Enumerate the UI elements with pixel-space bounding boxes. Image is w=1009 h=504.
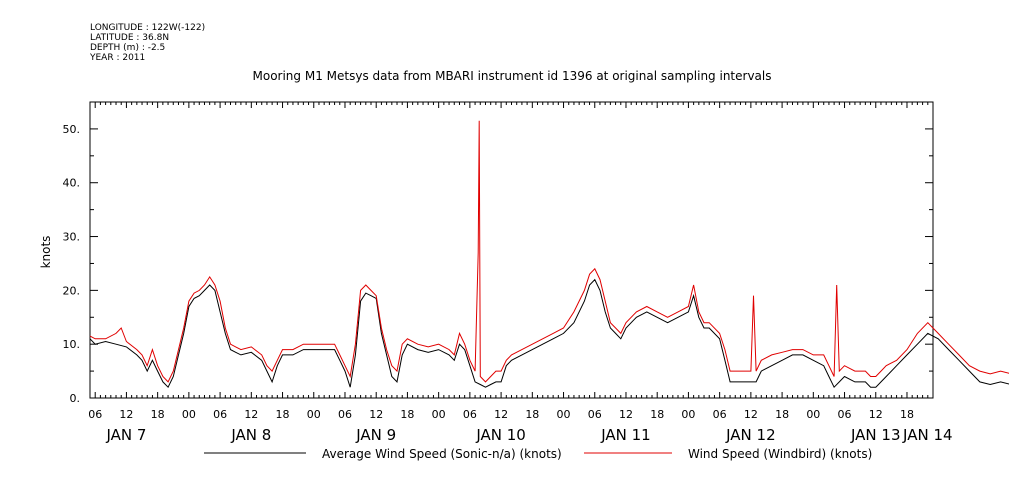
x-day-label: JAN 8 — [230, 426, 271, 444]
series-line-0 — [89, 278, 1009, 389]
x-tick-label: 12 — [869, 408, 883, 421]
x-tick-label: 18 — [276, 408, 290, 421]
x-tick-label: 00 — [307, 408, 321, 421]
chart-title: Mooring M1 Metsys data from MBARI instru… — [253, 69, 772, 83]
x-day-label: JAN 10 — [475, 426, 526, 444]
x-day-label: JAN 9 — [355, 426, 396, 444]
x-tick-label: 18 — [900, 408, 914, 421]
x-tick-label: 18 — [400, 408, 414, 421]
x-tick-label: 06 — [338, 408, 352, 421]
y-axis-label: knots — [39, 236, 53, 269]
y-tick-label: 20. — [63, 284, 81, 297]
x-tick-label: 00 — [806, 408, 820, 421]
x-day-label: JAN 11 — [600, 426, 651, 444]
x-tick-label: 12 — [744, 408, 758, 421]
x-tick-label: 06 — [213, 408, 227, 421]
x-tick-label: 06 — [588, 408, 602, 421]
y-tick-label: 0. — [70, 392, 81, 405]
x-tick-label: 12 — [494, 408, 508, 421]
x-tick-label: 06 — [88, 408, 102, 421]
x-tick-label: 18 — [525, 408, 539, 421]
x-tick-label: 00 — [681, 408, 695, 421]
x-tick-label: 18 — [151, 408, 165, 421]
x-day-label: JAN 13 — [850, 426, 901, 444]
y-tick-label: 40. — [63, 177, 81, 190]
legend-label-windbird: Wind Speed (Windbird) (knots) — [688, 447, 872, 461]
legend-label-average: Average Wind Speed (Sonic-n/a) (knots) — [322, 447, 562, 461]
latitude-text: LATITUDE : 36.8N — [90, 33, 169, 43]
y-tick-label: 10. — [63, 338, 81, 351]
x-tick-label: 12 — [369, 408, 383, 421]
x-tick-label: 06 — [838, 408, 852, 421]
longitude-text: LONGITUDE : 122W(-122) — [90, 23, 205, 33]
x-tick-label: 06 — [713, 408, 727, 421]
x-tick-label: 00 — [182, 408, 196, 421]
x-tick-label: 18 — [775, 408, 789, 421]
plot-area: 06 12 18 00 06 12 18 00 06 12 18 00 06 12 18 00 06 12 18 00… — [63, 101, 1009, 444]
x-day-label: JAN 14 — [902, 426, 953, 444]
x-tick-label: 12 — [619, 408, 633, 421]
x-day-label: JAN 7 — [105, 426, 146, 444]
y-tick-label: 50. — [63, 123, 81, 136]
x-tick-label: 06 — [463, 408, 477, 421]
x-tick-label: 12 — [244, 408, 258, 421]
year-text: YEAR : 2011 — [89, 53, 145, 63]
x-tick-label: 00 — [432, 408, 446, 421]
x-tick-label: 12 — [119, 408, 133, 421]
x-day-label: JAN 12 — [725, 426, 776, 444]
x-tick-label: 18 — [650, 408, 664, 421]
plot-frame — [89, 101, 934, 399]
series-line-1 — [89, 120, 1009, 383]
x-tick-label: 00 — [557, 408, 571, 421]
depth-text: DEPTH (m) : -2.5 — [90, 43, 165, 53]
y-tick-label: 30. — [63, 231, 81, 244]
